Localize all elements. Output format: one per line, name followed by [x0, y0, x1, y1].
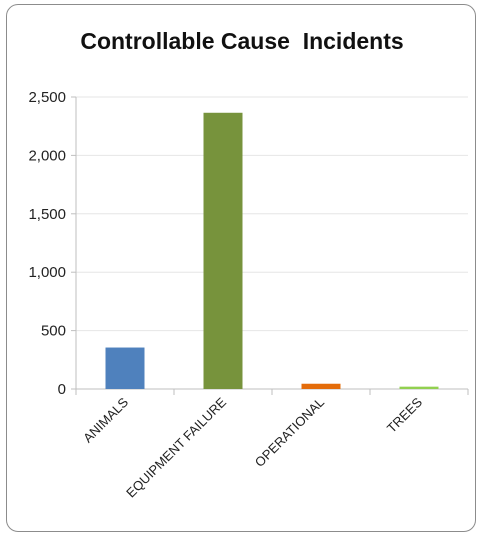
x-tick-label: ANIMALS: [80, 394, 131, 445]
x-tick-label: OPERATIONAL: [252, 395, 327, 470]
y-tick-label: 1,000: [28, 264, 66, 281]
bar-trees: [399, 386, 439, 389]
y-tick-label: 2,000: [28, 147, 66, 164]
bar-equipment-failure: [203, 112, 243, 389]
bar-animals: [105, 347, 145, 389]
y-tick-label: 0: [58, 381, 66, 398]
x-tick-label: TREES: [384, 394, 425, 435]
y-tick-label: 1,500: [28, 206, 66, 223]
y-tick-label: 2,500: [28, 89, 66, 106]
chart-title: Controllable Cause Incidents: [80, 28, 404, 54]
y-tick-label: 500: [41, 323, 66, 340]
x-tick-label: EQUIPMENT FAILURE: [123, 394, 229, 500]
bar-operational: [301, 383, 341, 389]
